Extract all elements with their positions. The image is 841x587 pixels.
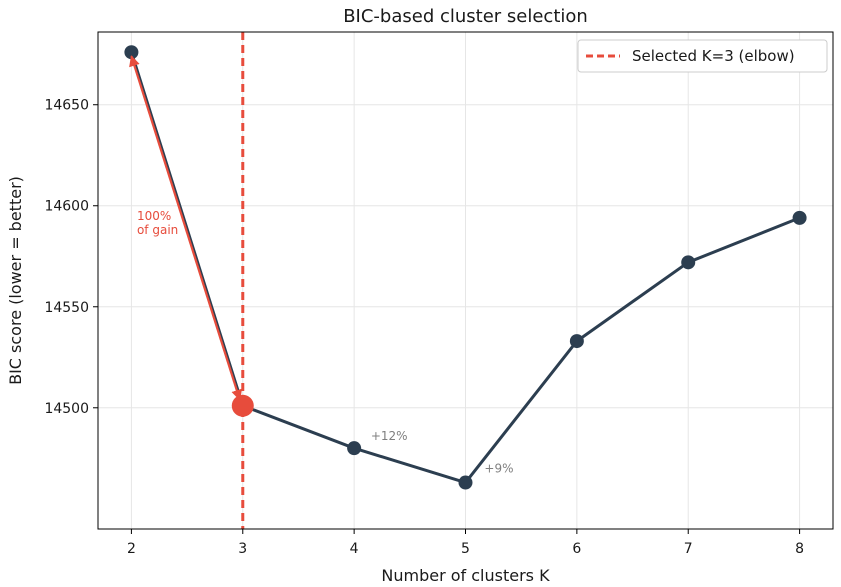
- annotation: +9%: [484, 461, 513, 475]
- y-tick-label: 14550: [44, 300, 89, 316]
- annotation-line: of gain: [137, 223, 178, 237]
- x-tick-label: 3: [238, 541, 247, 557]
- data-point: [347, 441, 362, 456]
- legend-box: [577, 39, 828, 73]
- x-tick-label: 5: [461, 541, 470, 557]
- chart-title: BIC-based cluster selection: [343, 6, 588, 27]
- x-tick-label: 7: [684, 541, 693, 557]
- y-tick-label: 14500: [44, 401, 89, 417]
- annotation: +12%: [371, 429, 408, 443]
- data-point: [458, 475, 473, 490]
- annotation-line: +12%: [371, 429, 408, 443]
- y-tick-label: 14600: [44, 199, 89, 215]
- y-axis-title: BIC score (lower = better): [6, 176, 25, 385]
- legend-label-selected-k: Selected K=3 (elbow): [632, 47, 795, 65]
- legend: Selected K=3 (elbow): [577, 39, 828, 73]
- data-point: [792, 210, 807, 225]
- gain-arrow-layer: [129, 55, 243, 401]
- y-axis-ticks: 14500 14550 14600 14650: [44, 98, 98, 417]
- x-tick-label: 2: [127, 541, 136, 557]
- annotation-line: +9%: [484, 461, 513, 475]
- gain-arrow: [129, 55, 243, 401]
- data-point-selected: [231, 394, 254, 417]
- data-point: [681, 255, 696, 270]
- x-tick-label: 6: [572, 541, 581, 557]
- grid: [98, 32, 833, 529]
- y-tick-label: 14650: [44, 98, 89, 114]
- x-axis-ticks: 2 3 4 5 6 7 8: [127, 529, 804, 557]
- x-axis-title: Number of clusters K: [381, 566, 550, 585]
- annotation-layer: 100% of gain +12% +9%: [137, 209, 514, 476]
- x-tick-label: 8: [795, 541, 804, 557]
- annotation: 100% of gain: [137, 209, 178, 237]
- x-tick-label: 4: [350, 541, 359, 557]
- annotation-line: 100%: [137, 209, 171, 223]
- data-point: [569, 334, 584, 349]
